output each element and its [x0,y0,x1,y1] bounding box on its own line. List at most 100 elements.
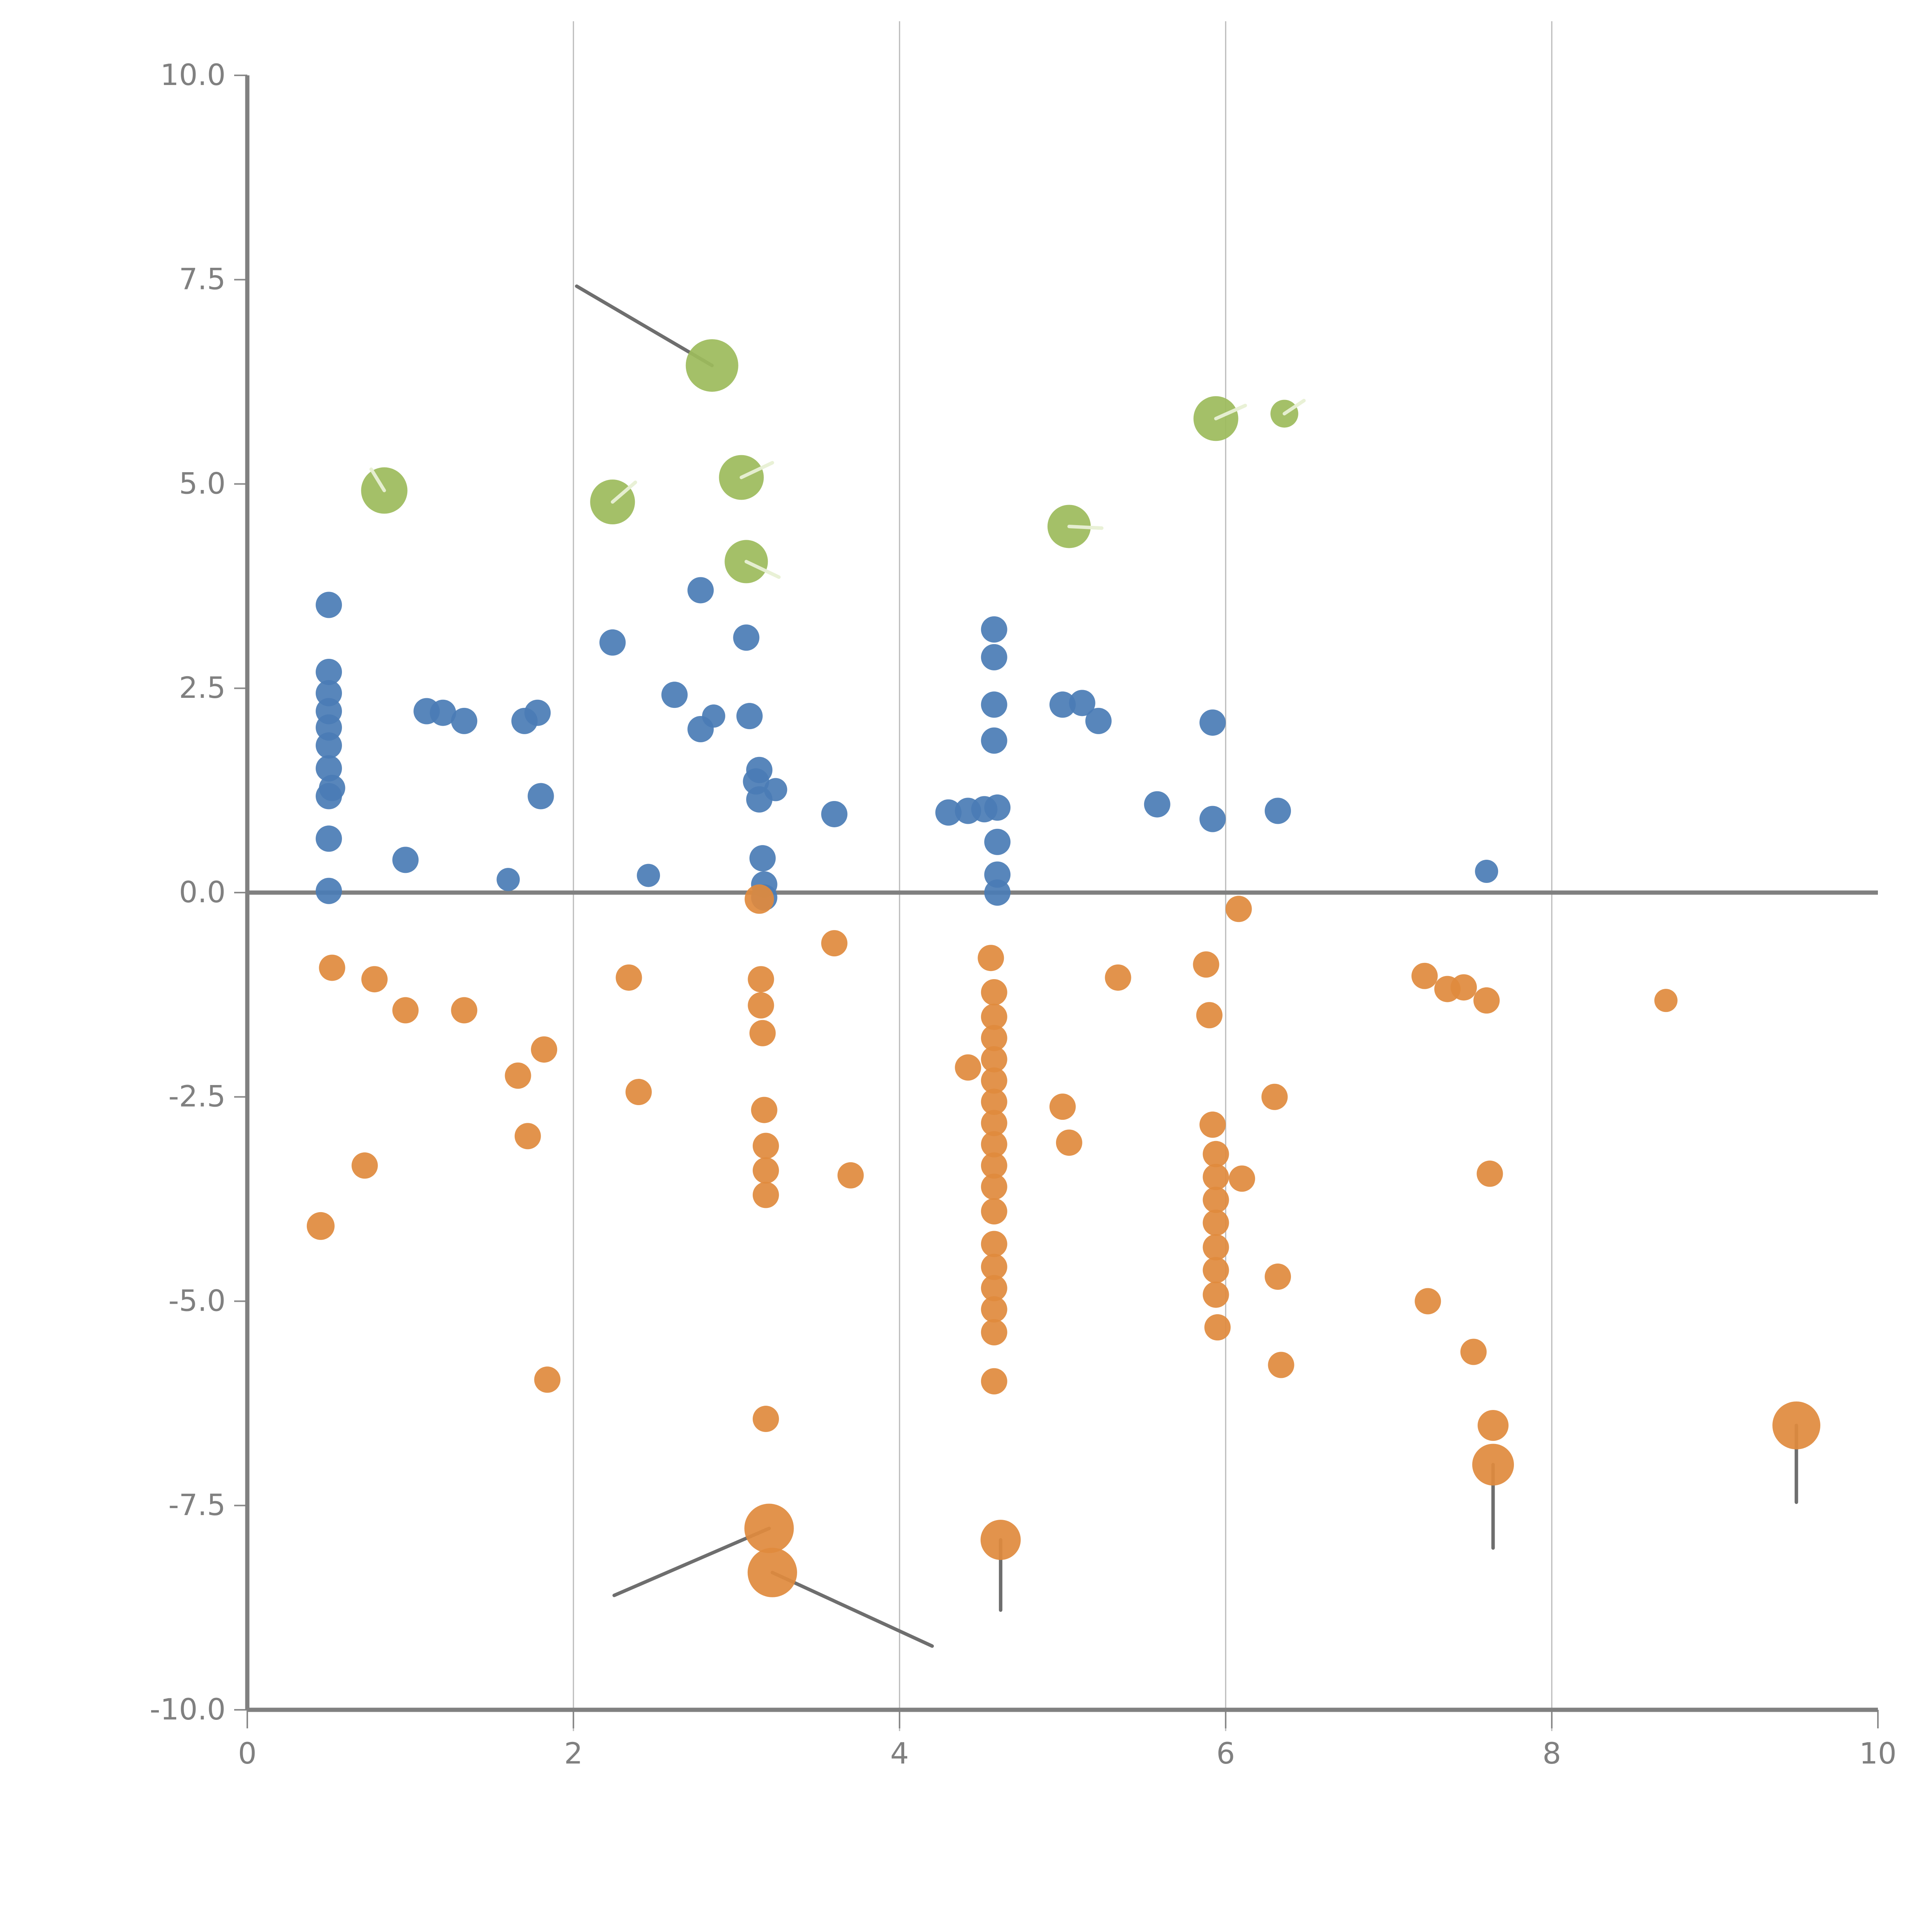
bubble-orange-27[interactable] [981,979,1007,1006]
bubble-blue-30[interactable] [749,845,776,872]
bubble-blue-34[interactable] [821,801,848,827]
bubble-orange-69[interactable] [1473,987,1500,1014]
bubble-blue-49[interactable] [1144,791,1170,818]
bubble-green-0[interactable] [685,339,738,392]
bubble-orange-20[interactable] [752,1406,779,1432]
bubble-blue-15[interactable] [497,868,520,891]
bubble-blue-42[interactable] [984,794,1011,821]
bubble-orange-43[interactable] [981,1368,1007,1395]
bubble-orange-25[interactable] [955,1054,981,1081]
bubble-orange-59[interactable] [1225,896,1252,922]
bubble-orange-54[interactable] [1202,1209,1229,1236]
bubble-orange-58[interactable] [1204,1314,1231,1341]
bubble-blue-11[interactable] [392,847,419,873]
bubble-blue-40[interactable] [981,691,1007,718]
bubble-orange-16[interactable] [751,1097,777,1123]
bubble-orange-35[interactable] [981,1152,1007,1179]
bubble-orange-42[interactable] [981,1319,1007,1345]
bubble-blue-0[interactable] [316,592,342,618]
bubble-blue-51[interactable] [1199,806,1226,832]
bubble-orange-33[interactable] [981,1110,1007,1136]
bubble-orange-10[interactable] [616,964,642,991]
bubble-orange-68[interactable] [1460,1338,1487,1365]
bubble-orange-30[interactable] [981,1046,1007,1073]
bubble-orange-64[interactable] [1411,963,1438,989]
bubble-blue-18[interactable] [527,783,554,810]
bubble-blue-39[interactable] [981,644,1007,670]
bubble-orange-24[interactable] [837,1162,864,1189]
bubble-orange-49[interactable] [1196,1002,1223,1029]
bubble-blue-2[interactable] [316,680,342,706]
bubble-orange-23[interactable] [821,930,848,957]
bubble-blue-35[interactable] [935,799,962,826]
bubble-orange-62[interactable] [1265,1264,1291,1290]
bubble-blue-21[interactable] [661,682,688,708]
bubble-orange-48[interactable] [1193,951,1219,978]
bubble-orange-40[interactable] [981,1275,1007,1301]
bubble-orange-52[interactable] [1202,1164,1229,1190]
bubble-orange-11[interactable] [625,1079,652,1105]
bubble-blue-17[interactable] [524,699,551,726]
bubble-orange-7[interactable] [514,1123,541,1150]
bubble-orange-12[interactable] [745,884,774,914]
bubble-orange-38[interactable] [981,1231,1007,1257]
bubble-blue-5[interactable] [316,732,342,759]
bubble-blue-26[interactable] [736,703,763,730]
bubble-blue-41[interactable] [981,727,1007,754]
bubble-orange-53[interactable] [1202,1187,1229,1213]
bubble-blue-28[interactable] [746,757,773,783]
bubble-orange-51[interactable] [1202,1141,1229,1167]
bubble-orange-50[interactable] [1199,1111,1226,1138]
bubble-orange-6[interactable] [505,1062,531,1089]
bubble-orange-32[interactable] [981,1088,1007,1115]
bubble-blue-43[interactable] [984,828,1011,855]
bubble-orange-47[interactable] [1105,964,1131,991]
bubble-orange-29[interactable] [981,1025,1007,1051]
bubble-orange-17[interactable] [752,1133,779,1159]
bubble-blue-33[interactable] [764,778,787,801]
bubble-orange-21[interactable] [744,1503,794,1553]
bubble-blue-50[interactable] [1199,709,1226,736]
bubble-blue-13[interactable] [430,699,456,726]
bubble-orange-71[interactable] [1478,1410,1509,1441]
bubble-blue-24[interactable] [702,704,725,728]
bubble-blue-53[interactable] [1475,860,1498,883]
bubble-orange-70[interactable] [1476,1160,1503,1187]
bubble-orange-3[interactable] [361,966,388,993]
bubble-orange-60[interactable] [1229,1165,1255,1192]
bubble-blue-25[interactable] [733,624,760,651]
bubble-orange-61[interactable] [1261,1083,1288,1110]
bubble-orange-56[interactable] [1202,1257,1229,1284]
bubble-blue-6[interactable] [316,755,342,782]
bubble-blue-9[interactable] [316,825,342,852]
bubble-orange-57[interactable] [1202,1281,1229,1308]
bubble-blue-45[interactable] [984,879,1011,906]
bubble-orange-67[interactable] [1451,974,1477,1001]
bubble-orange-65[interactable] [1415,1288,1441,1315]
bubble-orange-36[interactable] [981,1173,1007,1200]
bubble-orange-14[interactable] [748,992,774,1019]
bubble-orange-34[interactable] [981,1131,1007,1158]
bubble-orange-72[interactable] [1472,1444,1514,1486]
bubble-orange-28[interactable] [981,1003,1007,1030]
bubble-orange-19[interactable] [752,1182,779,1208]
bubble-orange-37[interactable] [981,1198,1007,1225]
bubble-orange-41[interactable] [981,1296,1007,1323]
bubble-orange-31[interactable] [981,1067,1007,1094]
bubble-blue-19[interactable] [599,629,626,656]
bubble-blue-8[interactable] [316,783,342,810]
bubble-orange-2[interactable] [351,1152,378,1179]
bubble-blue-44[interactable] [984,861,1011,888]
bubble-blue-4[interactable] [316,714,342,741]
bubble-orange-26[interactable] [978,945,1004,971]
bubble-blue-47[interactable] [1069,690,1095,716]
bubble-orange-44[interactable] [980,1520,1021,1560]
bubble-orange-45[interactable] [1049,1094,1076,1120]
bubble-blue-46[interactable] [1049,691,1076,718]
bubble-orange-39[interactable] [981,1253,1007,1280]
bubble-blue-38[interactable] [981,616,1007,643]
bubble-blue-22[interactable] [687,577,714,604]
bubble-orange-15[interactable] [749,1020,776,1046]
bubble-blue-20[interactable] [637,864,660,887]
bubble-orange-8[interactable] [531,1036,558,1063]
